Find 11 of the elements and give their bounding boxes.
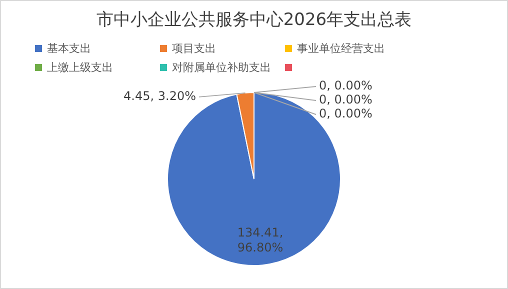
data-label: 134.41, 96.80% — [237, 226, 284, 255]
data-label: 4.45, 3.20% — [124, 89, 196, 104]
legend-label: 上缴上级支出 — [47, 60, 113, 75]
legend-label: 基本支出 — [47, 41, 91, 56]
legend-label: 项目支出 — [172, 41, 216, 56]
text: 0, 0.00% — [319, 92, 372, 107]
legend-label: 事业单位经营支出 — [297, 41, 385, 56]
chart-title: 市中小企业公共服务中心2026年支出总表 — [95, 9, 413, 31]
text: 0, 0.00% — [319, 78, 372, 93]
legend-label: 对附属单位补助支出 — [172, 60, 271, 75]
text: 0, 0.00% — [319, 106, 372, 121]
